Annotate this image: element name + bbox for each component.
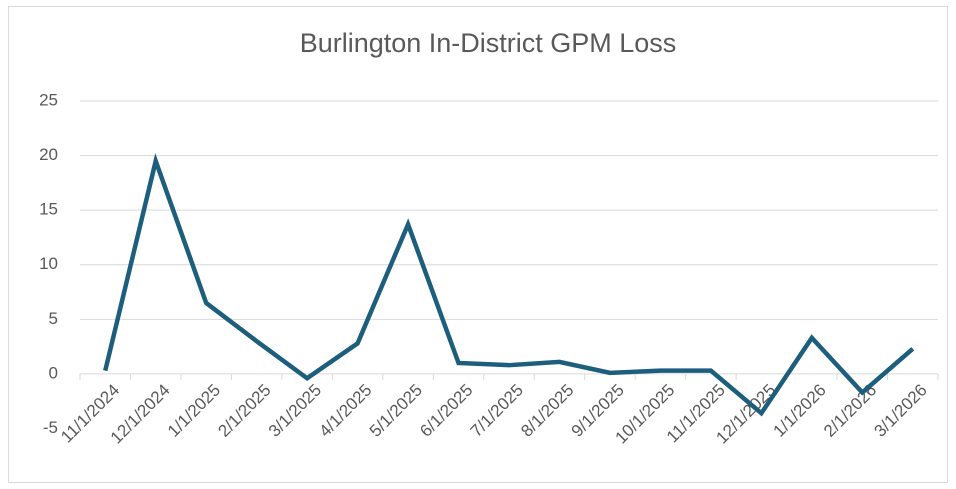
chart-title: Burlington In-District GPM Loss	[300, 28, 677, 58]
y-tick-label: 5	[49, 309, 58, 328]
y-tick-label: 0	[49, 363, 58, 382]
y-tick-label: 15	[39, 200, 58, 219]
y-tick-label: -5	[43, 418, 58, 437]
data-line	[103, 153, 915, 417]
y-tick-label: 20	[39, 145, 58, 164]
y-tick-label: 25	[39, 90, 58, 109]
y-tick-label: 10	[39, 254, 58, 273]
chart-border	[8, 6, 948, 483]
